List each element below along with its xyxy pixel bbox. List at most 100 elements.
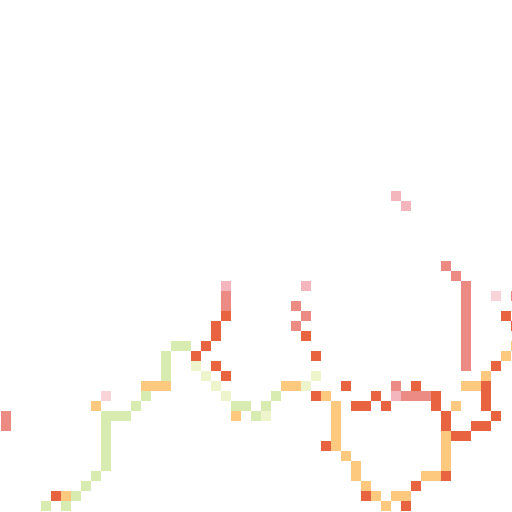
- salmon-route-cell: [1, 421, 11, 431]
- red-route-cell: [441, 411, 451, 421]
- salmon-route-cell: [461, 291, 471, 301]
- salmon-route-cell: [441, 261, 451, 271]
- red-route-cell: [211, 321, 221, 331]
- orange-route-cell: [351, 471, 361, 481]
- salmon-route-cell: [401, 391, 411, 401]
- green-route-cell: [81, 481, 91, 491]
- orange-route-cell: [441, 441, 451, 451]
- pale-pink-route-cell: [101, 391, 111, 401]
- green-route-cell: [101, 441, 111, 451]
- red-route-cell: [411, 381, 421, 391]
- green-route-cell: [41, 501, 51, 511]
- red-route-cell: [481, 381, 491, 391]
- green-route-cell: [91, 471, 101, 481]
- green-route-cell: [161, 361, 171, 371]
- salmon-route-cell: [221, 301, 231, 311]
- red-route-cell: [211, 361, 221, 371]
- orange-route-cell: [151, 381, 161, 391]
- red-route-cell: [221, 311, 231, 321]
- red-route-cell: [441, 471, 451, 481]
- orange-route-cell: [281, 381, 291, 391]
- salmon-route-cell: [461, 361, 471, 371]
- yellow-route-cell: [211, 381, 221, 391]
- red-route-cell: [371, 391, 381, 401]
- orange-route-cell: [331, 401, 341, 411]
- orange-route-cell: [91, 401, 101, 411]
- orange-route-cell: [351, 461, 361, 471]
- red-route: [51, 311, 512, 511]
- red-route-cell: [311, 351, 321, 361]
- green-route-cell: [121, 411, 131, 421]
- green-route-cell: [241, 401, 251, 411]
- red-route-cell: [481, 421, 491, 431]
- red-route-cell: [431, 401, 441, 411]
- orange-route-cell: [441, 461, 451, 471]
- red-route-cell: [431, 391, 441, 401]
- green-route-cell: [101, 461, 111, 471]
- red-route-cell: [361, 401, 371, 411]
- orange-route-cell: [381, 501, 391, 511]
- green-route-cell: [251, 411, 261, 421]
- orange-route-cell: [431, 471, 441, 481]
- orange-route-cell: [331, 441, 341, 451]
- yellow-route-cell: [261, 411, 271, 421]
- pale-pink-route-cell: [491, 291, 501, 301]
- red-route-cell: [491, 411, 501, 421]
- yellow-route-cell: [221, 391, 231, 401]
- salmon-route-cell: [461, 331, 471, 341]
- salmon-route-cell: [461, 281, 471, 291]
- red-route-cell: [321, 441, 331, 451]
- salmon-route-cell: [1, 411, 11, 421]
- green-route-cell: [101, 411, 111, 421]
- pink-route-cell: [401, 201, 411, 211]
- red-route-cell: [491, 361, 501, 371]
- salmon-route-cell: [461, 341, 471, 351]
- red-route-cell: [341, 381, 351, 391]
- pale-pink-route: [101, 291, 501, 401]
- orange-route-cell: [331, 421, 341, 431]
- orange-route-cell: [421, 471, 431, 481]
- pink-route-cell: [301, 281, 311, 291]
- orange-route-cell: [161, 381, 171, 391]
- orange-route-cell: [441, 451, 451, 461]
- yellow-route-cell: [201, 371, 211, 381]
- green-route-cell: [141, 391, 151, 401]
- orange-route-cell: [371, 491, 381, 501]
- salmon-route-cell: [221, 291, 231, 301]
- pink-route: [221, 191, 411, 401]
- orange-route-cell: [471, 381, 481, 391]
- orange-route-cell: [331, 411, 341, 421]
- green-route-cell: [101, 421, 111, 431]
- green-route-cell: [61, 501, 71, 511]
- green-route-cell: [71, 491, 81, 501]
- orange-route-cell: [461, 381, 471, 391]
- red-route-cell: [301, 331, 311, 341]
- yellow-route-cell: [311, 371, 321, 381]
- orange-route-cell: [501, 351, 511, 361]
- green-route-cell: [131, 401, 141, 411]
- orange-route-cell: [441, 431, 451, 441]
- salmon-route-cell: [461, 351, 471, 361]
- red-route-cell: [51, 491, 61, 501]
- red-route-cell: [221, 371, 231, 381]
- red-route-cell: [381, 401, 391, 411]
- orange-route-cell: [61, 491, 71, 501]
- red-route-cell: [471, 421, 481, 431]
- red-route-cell: [501, 311, 511, 321]
- red-route-cell: [401, 501, 411, 511]
- green-route-cell: [161, 371, 171, 381]
- green-route-cell: [181, 341, 191, 351]
- orange-route-cell: [141, 381, 151, 391]
- red-route-cell: [481, 401, 491, 411]
- green-route-cell: [261, 401, 271, 411]
- red-route-cell: [201, 341, 211, 351]
- salmon-route-cell: [451, 271, 461, 281]
- red-route-cell: [191, 351, 201, 361]
- green-route-cell: [101, 431, 111, 441]
- green-route-cell: [171, 341, 181, 351]
- green-route: [41, 341, 291, 511]
- orange-route-cell: [321, 391, 331, 401]
- red-route-cell: [361, 491, 371, 501]
- green-route-cell: [161, 351, 171, 361]
